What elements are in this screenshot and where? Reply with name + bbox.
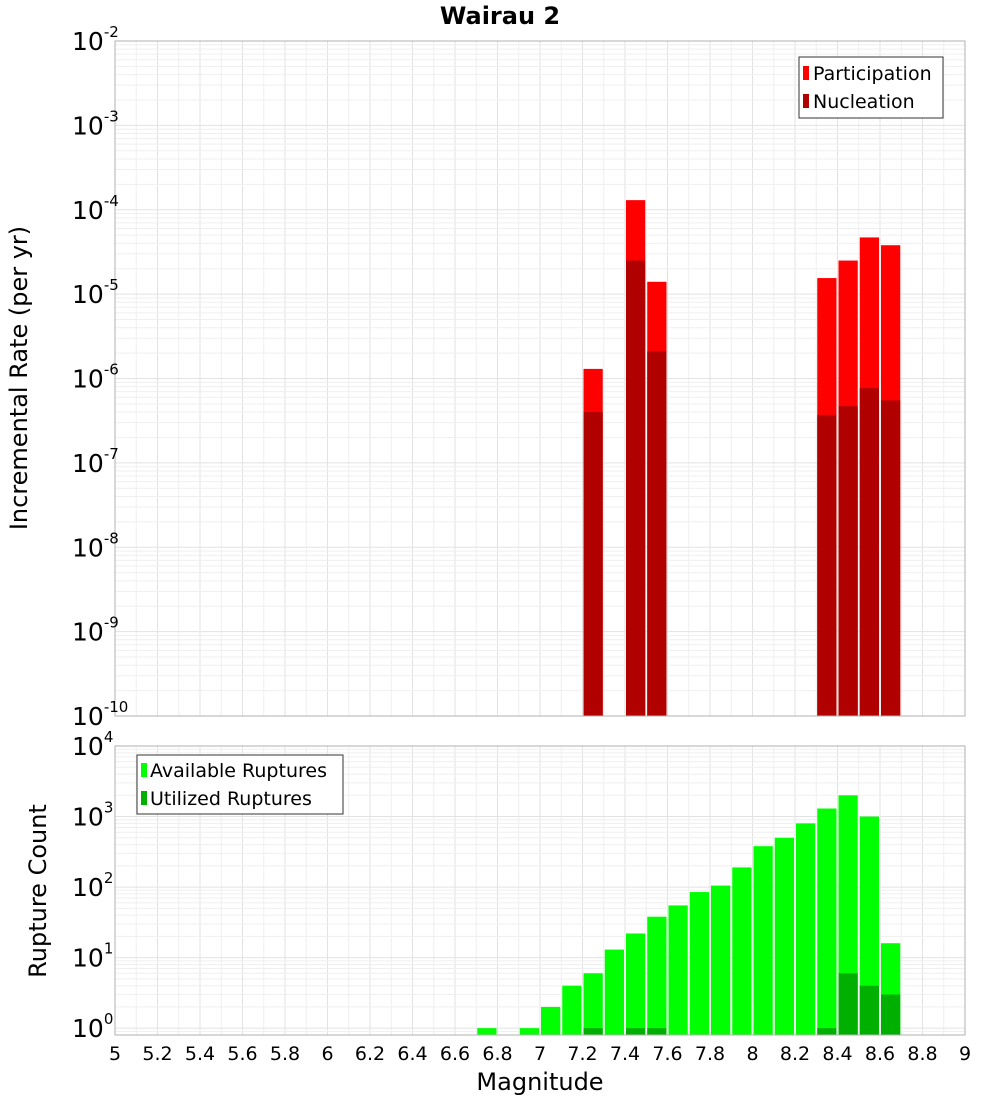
count-bar-available-ruptures (604, 949, 624, 1035)
y-tick-label: 103 (72, 799, 113, 832)
bottom-legend: Available Ruptures Utilized Ruptures (136, 754, 344, 815)
x-tick-label: 6.4 (397, 1043, 427, 1065)
top-legend: Participation Nucleation (798, 56, 944, 119)
bottom-bars (477, 795, 901, 1035)
x-tick-label: 5.8 (270, 1043, 300, 1065)
top-plot-frame (114, 40, 966, 717)
rate-bar-nucleation (817, 414, 837, 716)
y-tick-label: 10-4 (72, 192, 119, 225)
y-tick-label: 10-8 (72, 529, 119, 562)
count-bar-available-ruptures (647, 916, 667, 1035)
x-tick-label: 7.4 (610, 1043, 640, 1065)
count-bar-available-ruptures (626, 933, 646, 1035)
count-bar-utilized-ruptures (817, 1028, 837, 1035)
count-bar-available-ruptures (668, 905, 688, 1035)
count-bar-available-ruptures (732, 867, 752, 1035)
x-tick-label: 7.8 (695, 1043, 725, 1065)
y-tick-label: 104 (72, 728, 113, 761)
x-tick-label: 5 (109, 1043, 121, 1065)
x-tick-label: 6 (321, 1043, 333, 1065)
legend-label-available-ruptures: Available Ruptures (150, 760, 327, 782)
x-tick-label: 8.2 (780, 1043, 810, 1065)
y-tick-label: 10-5 (72, 276, 119, 309)
legend-swatch-participation (803, 66, 809, 80)
top-legend-box (798, 56, 944, 119)
x-tick-label: 8.4 (822, 1043, 852, 1065)
rate-bar-nucleation (647, 351, 667, 716)
x-tick-label: 6.6 (440, 1043, 470, 1065)
count-bar-utilized-ruptures (583, 1028, 603, 1035)
bottom-legend-box (136, 754, 344, 815)
x-tick-label: 8.8 (907, 1043, 937, 1065)
x-tick-label: 7 (534, 1043, 546, 1065)
x-tick-label: 9 (959, 1043, 971, 1065)
x-tick-label: 5.6 (227, 1043, 257, 1065)
count-bar-available-ruptures (859, 816, 879, 1035)
rate-bar-nucleation (859, 388, 879, 716)
top-bars (583, 200, 901, 717)
count-bar-available-ruptures (541, 1006, 561, 1035)
legend-swatch-nucleation (803, 94, 809, 108)
count-bar-utilized-ruptures (647, 1028, 667, 1035)
count-bar-utilized-ruptures (838, 973, 858, 1035)
x-tick-label: 7.6 (652, 1043, 682, 1065)
bottom-y-axis-label: Rupture Count (24, 804, 52, 978)
top-y-axis-label: Incremental Rate (per yr) (5, 226, 33, 530)
top-panel: 10-2 10-3 10-4 10-5 10-6 10-7 10-8 10-9 10-10 In… (5, 23, 966, 731)
count-bar-available-ruptures (689, 892, 709, 1035)
count-bar-available-ruptures (796, 823, 816, 1035)
x-tick-label: 8 (746, 1043, 758, 1065)
y-tick-label: 10-10 (72, 698, 128, 731)
y-tick-label: 10-9 (72, 614, 119, 647)
legend-label-participation: Participation (813, 63, 932, 85)
count-bar-available-ruptures (519, 1028, 539, 1035)
bottom-plot-frame (114, 745, 966, 1036)
y-tick-label: 101 (72, 940, 113, 973)
y-tick-label: 100 (72, 1010, 113, 1043)
y-tick-label: 10-7 (72, 445, 119, 478)
y-tick-label: 102 (72, 869, 113, 902)
y-tick-label: 10-2 (72, 23, 119, 56)
legend-swatch-utilized-ruptures (141, 791, 147, 805)
rate-bar-nucleation (583, 412, 603, 716)
count-bar-available-ruptures (817, 808, 837, 1035)
rate-bar-nucleation (626, 260, 646, 716)
rate-bar-nucleation (881, 400, 901, 716)
count-bar-available-ruptures (753, 846, 773, 1035)
count-bar-available-ruptures (774, 837, 794, 1035)
count-bar-available-ruptures (583, 973, 603, 1035)
top-y-tick-labels: 10-2 10-3 10-4 10-5 10-6 10-7 10-8 10-9 10-10 (72, 23, 128, 731)
x-tick-label: 8.6 (865, 1043, 895, 1065)
legend-label-utilized-ruptures: Utilized Ruptures (150, 788, 312, 810)
x-tick-label: 6.2 (355, 1043, 385, 1065)
count-bar-available-ruptures (477, 1028, 497, 1035)
rate-bar-nucleation (838, 406, 858, 716)
count-bar-available-ruptures (562, 985, 582, 1035)
y-tick-label: 10-6 (72, 361, 119, 394)
x-tick-label: 6.8 (482, 1043, 512, 1065)
bottom-panel: 104 103 102 101 100 5 5.2 5.4 5.6 5.8 6 6.2 6.4 6.6 6… (24, 728, 971, 1096)
chart-title: Wairau 2 (440, 2, 560, 30)
x-axis-label: Magnitude (476, 1068, 603, 1096)
count-bar-utilized-ruptures (881, 994, 901, 1035)
x-tick-labels: 5 5.2 5.4 5.6 5.8 6 6.2 6.4 6.6 6.8 7 7.2 7.4 7.6 7.8 8… (109, 1043, 971, 1065)
y-tick-label: 10-3 (72, 107, 119, 140)
count-bar-available-ruptures (711, 885, 731, 1035)
bottom-y-tick-labels: 104 103 102 101 100 (72, 728, 113, 1043)
legend-label-nucleation: Nucleation (813, 91, 915, 113)
legend-swatch-available-ruptures (141, 763, 147, 777)
x-tick-label: 5.2 (142, 1043, 172, 1065)
x-tick-label: 7.2 (567, 1043, 597, 1065)
top-gridlines (114, 40, 966, 717)
x-tick-label: 5.4 (185, 1043, 215, 1065)
count-bar-utilized-ruptures (859, 985, 879, 1035)
count-bar-utilized-ruptures (626, 1028, 646, 1035)
